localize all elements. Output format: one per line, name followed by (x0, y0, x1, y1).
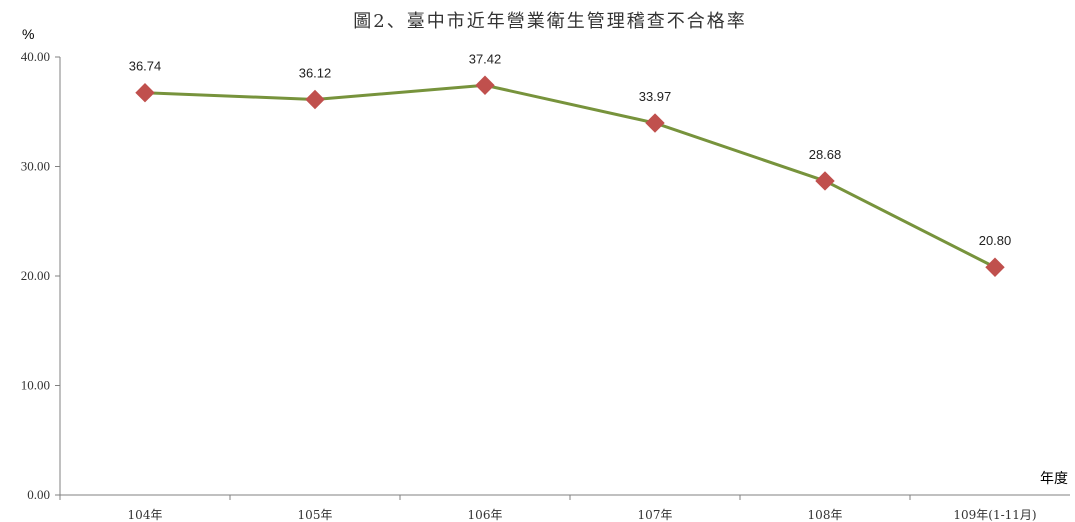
data-point-marker (985, 257, 1005, 277)
series-markers (135, 75, 1005, 277)
y-axis-unit-label: % (22, 26, 34, 42)
x-axis-ticks: 104年 105年 106年 107年 108年 109年(1-11月) (59, 495, 1037, 522)
x-axis-title: 年度 (1040, 471, 1068, 487)
data-label: 36.74 (129, 59, 162, 74)
data-point-marker (305, 89, 325, 110)
x-tick-label: 107年 (638, 508, 673, 522)
y-tick-label: 40.00 (21, 49, 50, 64)
data-point-marker (475, 75, 495, 95)
x-tick-label: 104年 (128, 508, 163, 522)
y-tick-label: 20.00 (21, 268, 50, 283)
y-axis-ticks: 0.00 10.00 20.00 30.00 40.00 (21, 49, 60, 502)
x-tick-label: 106年 (468, 508, 503, 522)
x-tick-label: 109年(1-11月) (953, 508, 1036, 522)
chart-title: 圖2、臺中市近年營業衛生管理稽查不合格率 (353, 11, 746, 32)
axes (59, 57, 1070, 496)
data-labels: 36.74 36.12 37.42 33.97 28.68 20.80 (129, 51, 1012, 248)
data-label: 28.68 (809, 147, 842, 162)
data-point-marker (645, 113, 665, 133)
x-tick-label: 105年 (298, 508, 333, 522)
data-point-marker (815, 171, 835, 191)
data-label: 37.42 (469, 51, 502, 66)
series-line-path (144, 83, 996, 269)
data-label: 36.12 (299, 65, 332, 80)
y-tick-label: 10.00 (21, 378, 50, 393)
y-tick-label: 30.00 (21, 159, 50, 174)
data-label: 33.97 (639, 89, 672, 104)
series-line (144, 83, 996, 269)
y-tick-label: 0.00 (27, 487, 50, 502)
x-tick-label: 108年 (808, 508, 843, 522)
data-label: 20.80 (979, 233, 1012, 248)
data-point-marker (135, 82, 155, 103)
